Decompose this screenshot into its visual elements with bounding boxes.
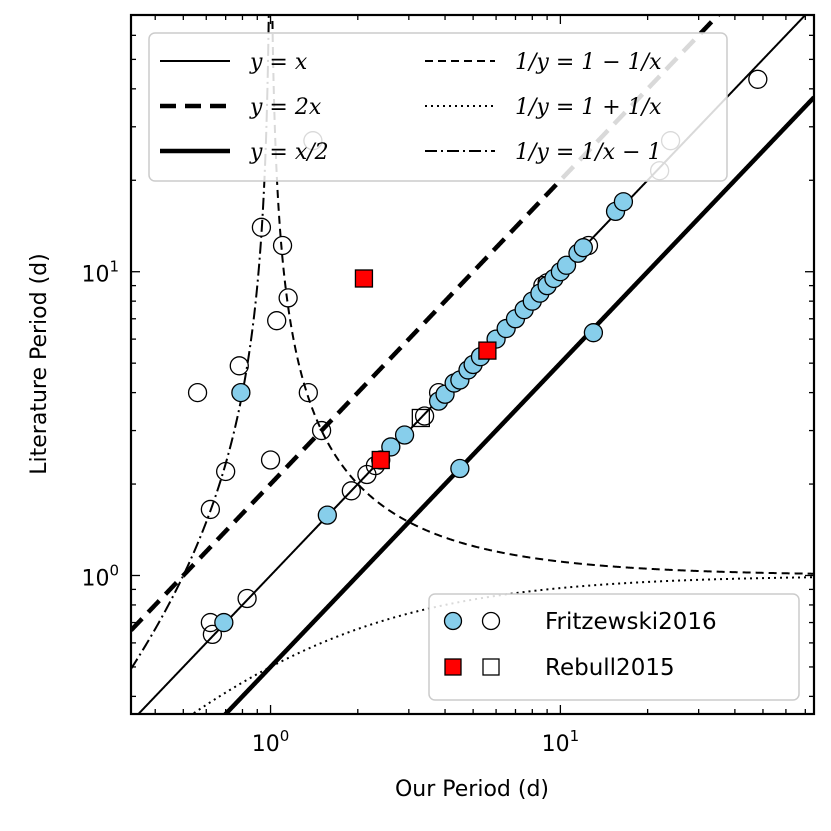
series-legend: Fritzewski2016 Rebull2015 [428, 593, 800, 701]
legend-series-label-fritzewski2016: Fritzewski2016 [545, 609, 717, 635]
circle-point-open [202, 624, 223, 645]
legend-line-label-5: 1/y = 1 + 1/x [515, 95, 662, 120]
square-point-open [411, 408, 430, 428]
circle-point-open [748, 69, 768, 89]
circle-point-filled [583, 323, 604, 343]
y-axis-label: Literature Period (d) [27, 253, 52, 474]
curve-line-3 [222, 95, 814, 714]
plot-frame [129, 13, 816, 716]
circle-point-open [341, 481, 361, 501]
curve-line-4 [271, 15, 814, 575]
legend-marker-open-fritzewski2016 [481, 611, 501, 631]
legend-line-label-4: 1/y = 1 − 1/x [515, 50, 662, 75]
legend-line-label-1: y = x [249, 50, 308, 75]
circle-point-open [260, 450, 281, 470]
legend-marker-filled-rebull2015 [444, 658, 462, 676]
circle-point-open [200, 499, 221, 520]
circle-point-filled [317, 505, 337, 525]
circle-point-filled [450, 458, 470, 479]
series-legend-box [428, 593, 800, 701]
legend-marker-filled-fritzewski2016 [443, 611, 463, 631]
square-point-filled [371, 450, 390, 470]
y-tick-label: 100 [81, 561, 119, 591]
circle-point-filled [573, 238, 593, 258]
circle-point-filled [231, 382, 251, 403]
circle-point-open [267, 311, 287, 331]
circle-point-filled [394, 425, 415, 445]
circle-point-open [311, 420, 332, 441]
circle-point-open [298, 382, 318, 403]
legend-line-label-6: 1/y = 1/x − 1 [515, 140, 662, 165]
circle-point-open [251, 217, 272, 237]
tick-labels: 100 101 100 101 [81, 258, 579, 757]
x-tick-label: 101 [542, 727, 580, 757]
curve-line-2 [131, 15, 722, 632]
curve-line-6 [131, 15, 270, 670]
circle-point-filled [613, 192, 634, 212]
legend-marker-open-rebull2015 [482, 658, 500, 676]
legend-line-label-2: y = 2x [249, 95, 322, 120]
curve-legend: y = x y = 2x y = x/2 1/y = 1 − 1/x 1/y = 1 +… [148, 32, 728, 182]
circle-point-filled [214, 612, 234, 633]
x-tick-label: 100 [252, 727, 290, 757]
legend-series-label-rebull2015: Rebull2015 [545, 655, 675, 681]
circle-point-open [272, 235, 293, 256]
circle-point-open [229, 356, 249, 376]
circle-point-open [278, 288, 298, 308]
circle-point-open [187, 382, 208, 403]
square-point-filled [354, 269, 374, 288]
circle-point-open [237, 588, 257, 609]
circle-point-open [216, 461, 236, 482]
curve-line-5 [190, 576, 814, 714]
circle-point-filled [556, 255, 577, 275]
data-points [187, 69, 768, 645]
square-point-filled [478, 341, 497, 360]
x-axis-label: Our Period (d) [395, 777, 549, 802]
axis-ticks [131, 14, 814, 714]
circle-point-open [414, 406, 435, 426]
legend-line-label-3: y = x/2 [249, 140, 329, 165]
y-tick-label: 101 [81, 258, 119, 288]
